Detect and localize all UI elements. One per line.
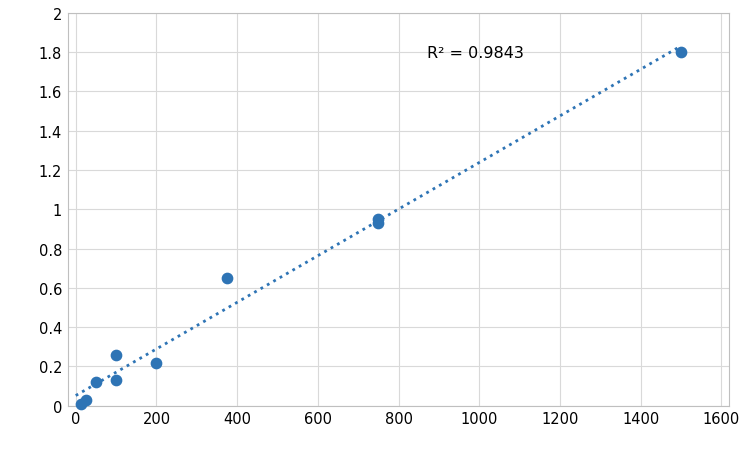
Point xyxy=(150,359,162,366)
Point xyxy=(372,216,384,223)
Point xyxy=(110,377,122,384)
Point xyxy=(90,379,102,386)
Text: R² = 0.9843: R² = 0.9843 xyxy=(427,46,523,60)
Point xyxy=(675,49,687,56)
Point xyxy=(110,351,122,359)
Point xyxy=(221,275,233,282)
Point xyxy=(80,396,92,404)
Point xyxy=(372,220,384,227)
Point xyxy=(74,400,86,408)
